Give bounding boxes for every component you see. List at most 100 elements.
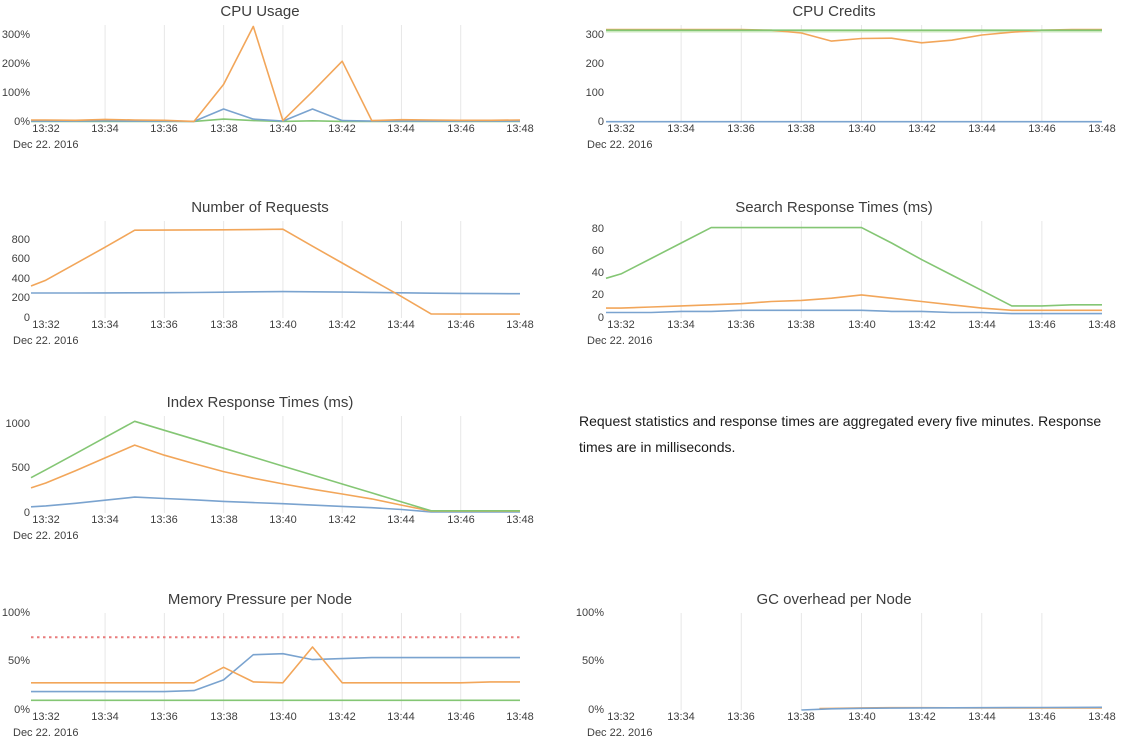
x-tick-label: 13:32 [32,319,60,331]
number-of-requests-chart: Number of Requests 0 200 400 600 800 13:32 13:3… [0,196,565,351]
x-tick-label: 13:40 [269,711,297,723]
x-tick-label: 13:42 [328,123,356,135]
y-tick-label: 800 [11,234,30,246]
x-tick-label: 13:34 [91,123,119,135]
y-tick-label: 60 [591,245,604,257]
x-axis-date-label: Dec 22. 2016 [13,530,79,542]
x-tick-label: 13:36 [727,319,755,331]
y-tick-label: 100 [585,87,604,99]
x-tick-label: 13:34 [667,123,695,135]
x-axis-date-label: Dec 22. 2016 [587,139,653,151]
y-tick-label: 300% [1,29,30,41]
y-tick-label: 50% [581,655,604,667]
x-tick-label: 13:34 [667,319,695,331]
x-tick-label: 13:46 [447,319,475,331]
x-tick-label: 13:38 [787,711,815,723]
x-tick-label: 13:38 [210,514,238,526]
x-tick-label: 13:46 [1028,711,1056,723]
y-tick-label: 300 [585,29,604,41]
x-tick-label: 13:32 [607,123,635,135]
cpu-credits-chart: CPU Credits 0 100 200 300 13:32 13:34 13:36 13:3… [566,0,1131,155]
x-tick-label: 13:36 [150,514,178,526]
y-tick-label: 0% [14,116,30,128]
x-tick-label: 13:38 [210,711,238,723]
memory-pressure-chart: Memory Pressure per Node 0% 50% 100% 13:32 13… [0,588,565,741]
chart-title: CPU Usage [220,3,300,20]
chart-title: Memory Pressure per Node [167,591,353,608]
series-line-orange [30,444,520,512]
x-axis-date-label: Dec 22. 2016 [587,335,653,347]
x-tick-label: 13:42 [908,711,936,723]
search-response-times-chart: Search Response Times (ms) 0 20 40 60 80 13:32… [566,196,1131,351]
x-tick-label: 13:44 [387,319,415,331]
x-tick-label: 13:40 [848,123,876,135]
x-tick-label: 13:48 [506,711,534,723]
y-tick-label: 200 [585,58,604,70]
x-tick-label: 13:42 [908,319,936,331]
plot-area [606,25,1102,123]
x-tick-label: 13:48 [1088,711,1116,723]
x-axis-date-label: Dec 22. 2016 [13,727,79,739]
x-tick-label: 13:48 [1088,319,1116,331]
chart-title: GC overhead per Node [756,591,912,608]
index-response-times-chart: Index Response Times (ms) 0 500 1000 13:32 13… [0,391,565,546]
x-tick-label: 13:34 [91,319,119,331]
x-tick-label: 13:42 [328,711,356,723]
x-tick-label: 13:32 [32,514,60,526]
y-tick-label: 0 [23,312,30,324]
x-tick-label: 13:32 [32,123,60,135]
y-tick-label: 0% [14,704,30,716]
y-tick-label: 0 [23,507,30,519]
x-tick-label: 13:36 [727,123,755,135]
y-tick-label: 500 [11,462,30,474]
series-line-green [30,420,520,512]
plot-area [680,613,1103,711]
y-tick-label: 100% [1,607,30,619]
series-line-blue [801,706,1103,711]
y-tick-label: 100% [575,607,604,619]
x-tick-label: 13:36 [727,711,755,723]
y-tick-label: 200 [11,292,30,304]
x-tick-label: 13:48 [506,514,534,526]
aggregation-note-text: Request statistics and response times ar… [579,413,1102,455]
chart-title: Index Response Times (ms) [166,394,354,411]
y-tick-label: 1000 [5,418,30,430]
x-tick-label: 13:42 [328,319,356,331]
x-tick-label: 13:40 [848,711,876,723]
y-tick-label: 100% [1,87,30,99]
x-tick-label: 13:48 [1088,123,1116,135]
x-tick-label: 13:44 [387,514,415,526]
y-tick-label: 50% [7,655,30,667]
y-tick-label: 0% [588,704,604,716]
x-tick-label: 13:36 [150,711,178,723]
series-line-blue [31,290,521,295]
gc-overhead-chart: GC overhead per Node 0% 50% 100% 13:32 13:34 1… [566,588,1131,741]
plot-area [605,221,1102,318]
x-tick-label: 13:46 [447,514,475,526]
aggregation-note: Request statistics and response times ar… [579,408,1130,460]
y-tick-label: 40 [591,267,604,279]
x-tick-label: 13:34 [91,514,119,526]
plot-area [31,25,521,123]
y-tick-label: 400 [11,273,30,285]
x-tick-label: 13:38 [210,123,238,135]
x-tick-label: 13:46 [1028,123,1056,135]
x-tick-label: 13:48 [506,319,534,331]
x-tick-label: 13:44 [387,123,415,135]
x-tick-label: 13:38 [210,319,238,331]
x-axis-date-label: Dec 22. 2016 [13,335,79,347]
x-tick-label: 13:40 [269,319,297,331]
x-tick-label: 13:34 [91,711,119,723]
x-tick-label: 13:38 [787,319,815,331]
x-tick-label: 13:36 [150,123,178,135]
y-tick-label: 20 [591,289,604,301]
x-tick-label: 13:46 [447,123,475,135]
y-tick-label: 0 [597,116,604,128]
series-line-blue [606,309,1102,315]
plot-area [30,221,521,318]
series-line-blue [30,496,520,513]
x-tick-label: 13:44 [968,123,996,135]
x-tick-label: 13:36 [150,319,178,331]
series-line-orange [31,25,521,123]
